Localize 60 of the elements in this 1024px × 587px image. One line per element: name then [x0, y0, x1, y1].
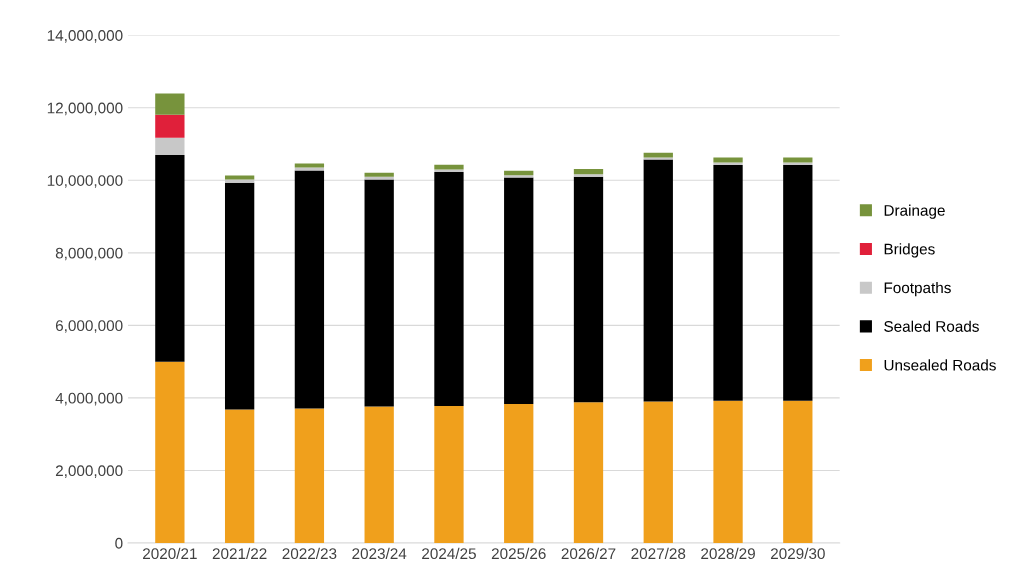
- bar: [294, 170, 325, 409]
- bar: [504, 170, 534, 176]
- bar: [713, 400, 743, 543]
- bar: [155, 137, 185, 155]
- legend-label: Sealed Roads: [884, 320, 979, 332]
- bar: [713, 165, 743, 401]
- bar: [573, 176, 604, 403]
- bar: [713, 157, 743, 163]
- bar: [434, 169, 464, 172]
- bar: [364, 406, 394, 543]
- bar: [434, 405, 464, 543]
- y-tick-label: 6,000,000: [55, 320, 123, 333]
- x-tick-label: 2020/21: [143, 547, 197, 560]
- bar: [364, 172, 394, 177]
- x-tick-label: 2025/26: [491, 547, 546, 560]
- bar: [155, 114, 185, 138]
- bar: [224, 179, 255, 183]
- x-tick-label: 2027/28: [631, 547, 686, 560]
- bar: [783, 157, 813, 163]
- bar: [643, 401, 673, 543]
- x-tick-label: 2028/29: [701, 547, 755, 560]
- bar: [643, 159, 673, 402]
- y-tick-label: 12,000,000: [47, 102, 123, 116]
- x-tick-label: 2024/25: [422, 547, 476, 560]
- legend-label: Footpaths: [884, 281, 951, 297]
- x-tick-label: 2023/24: [352, 547, 407, 560]
- bar: [155, 154, 185, 362]
- bar: [294, 408, 325, 543]
- bar: [224, 175, 255, 180]
- y-tick-label: 2,000,000: [55, 465, 123, 478]
- x-tick-label: 2022/23: [282, 547, 337, 560]
- y-tick-label: 10,000,000: [47, 175, 123, 188]
- bar: [294, 163, 325, 168]
- bar: [364, 179, 394, 407]
- x-tick-label: 2021/22: [212, 547, 267, 560]
- bar: [783, 400, 813, 543]
- y-tick-label: 4,000,000: [55, 392, 123, 406]
- legend-label: Unsealed Roads: [884, 359, 996, 371]
- bar: [434, 171, 464, 406]
- y-tick-label: 14,000,000: [47, 30, 123, 43]
- bar: [504, 177, 534, 405]
- bar: [573, 174, 604, 177]
- bar: [573, 169, 604, 175]
- y-tick-label: 8,000,000: [55, 247, 123, 261]
- bar: [504, 404, 534, 543]
- bar: [155, 93, 185, 115]
- bar: [364, 176, 394, 180]
- x-tick-label: 2026/27: [561, 547, 616, 560]
- x-tick-label: 2029/30: [770, 547, 825, 560]
- bar: [783, 165, 813, 401]
- bar: [155, 361, 185, 543]
- bar: [504, 175, 534, 178]
- bar: [573, 402, 604, 543]
- legend-label: Drainage: [884, 204, 945, 219]
- bar: [224, 182, 255, 410]
- y-tick-label: 0: [115, 537, 123, 549]
- bar: [294, 167, 325, 171]
- legend-label: Bridges: [884, 243, 935, 258]
- bar: [224, 409, 255, 543]
- bar: [643, 157, 673, 160]
